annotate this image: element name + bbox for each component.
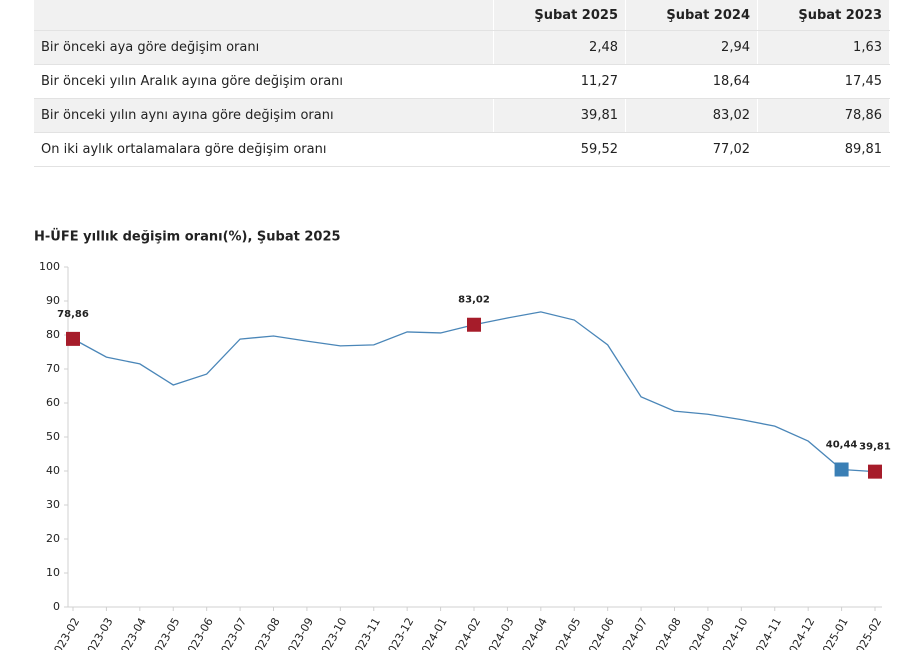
column-header: Şubat 2024 [625,0,758,31]
x-tick-label: 2024-02 [449,616,483,650]
cell-value: 59,52 [493,132,626,167]
x-tick-label: 2024-08 [649,616,683,650]
data-label: 78,86 [57,309,89,320]
x-tick-label: 2024-03 [482,616,516,650]
row-label: Bir önceki yılın Aralık ayına göre değiş… [34,64,494,99]
cell-value: 78,86 [757,98,890,133]
x-tick-label: 2024-06 [583,616,617,650]
y-tick-label: 60 [46,396,60,409]
x-tick-label: 2023-10 [315,616,349,650]
x-tick-label: 2025-02 [850,616,884,650]
cell-value: 1,63 [757,30,890,65]
data-label: 40,44 [826,440,858,451]
x-tick-label: 2025-01 [817,616,851,650]
cell-value: 18,64 [625,64,758,99]
x-tick-label: 2024-11 [750,616,784,650]
table-row: Bir önceki yılın Aralık ayına göre değiş… [34,64,890,99]
x-tick-label: 2024-09 [683,616,717,650]
table-row: Bir önceki yılın aynı ayına göre değişim… [34,98,890,133]
data-line [72,311,876,473]
x-tick-label: 2024-07 [616,616,650,650]
x-tick-label: 2023-06 [182,616,216,650]
corner-cell [34,0,494,31]
point-marker [834,462,849,477]
cell-value: 2,94 [625,30,758,65]
x-tick-label: 2023-03 [81,616,115,650]
y-tick-label: 40 [46,464,60,477]
x-tick-label: 2023-02 [48,616,82,650]
y-tick-label: 20 [46,532,60,545]
stats-table: Şubat 2025 Şubat 2024 Şubat 2023 Bir öncek… [34,0,890,167]
y-tick-label: 80 [46,328,60,341]
row-label: On iki aylık ortalamalara göre değişim o… [34,132,494,167]
x-tick-label: 2023-11 [349,616,383,650]
x-tick-label: 2023-07 [215,616,249,650]
y-tick-label: 100 [39,260,60,273]
y-tick-label: 70 [46,362,60,375]
cell-value: 83,02 [625,98,758,133]
x-tick-label: 2024-04 [516,616,550,650]
x-tick-label: 2023-04 [115,616,149,650]
column-header: Şubat 2025 [493,0,626,31]
row-label: Bir önceki yılın aynı ayına göre değişim… [34,98,494,133]
data-label: 83,02 [458,295,490,306]
x-tick-label: 2023-09 [282,616,316,650]
point-marker [66,331,80,346]
table-row: On iki aylık ortalamalara göre değişim o… [34,132,890,167]
cell-value: 17,45 [757,64,890,99]
x-tick-label: 2023-05 [148,616,182,650]
row-label: Bir önceki aya göre değişim oranı [34,30,494,65]
y-tick-label: 10 [46,566,60,579]
x-tick-label: 2023-12 [382,616,416,650]
x-tick-label: 2024-12 [783,616,817,650]
y-tick-label: 0 [53,600,60,613]
y-tick-label: 50 [46,430,60,443]
cell-value: 89,81 [757,132,890,167]
column-header: Şubat 2023 [757,0,890,31]
chart-title: H-ÜFE yıllık değişim oranı(%), Şubat 202… [34,229,341,245]
x-tick-label: 2024-05 [549,616,583,650]
cell-value: 77,02 [625,132,758,167]
y-tick-label: 30 [46,498,60,511]
chart: H-ÜFE yıllık değişim oranı(%), Şubat 202… [34,229,891,650]
point-marker [467,317,481,332]
x-tick-label: 2024-01 [416,616,450,650]
y-tick-label: 90 [46,294,60,307]
header-row: Şubat 2025 Şubat 2024 Şubat 2023 [34,0,890,31]
data-label: 39,81 [859,442,891,453]
table-row: Bir önceki aya göre değişim oranı 2,48 2,9… [34,30,890,65]
x-tick-label: 2024-10 [716,616,750,650]
point-marker [868,464,882,479]
x-tick-label: 2023-08 [248,616,282,650]
cell-value: 39,81 [493,98,626,133]
cell-value: 11,27 [493,64,626,99]
cell-value: 2,48 [493,30,626,65]
